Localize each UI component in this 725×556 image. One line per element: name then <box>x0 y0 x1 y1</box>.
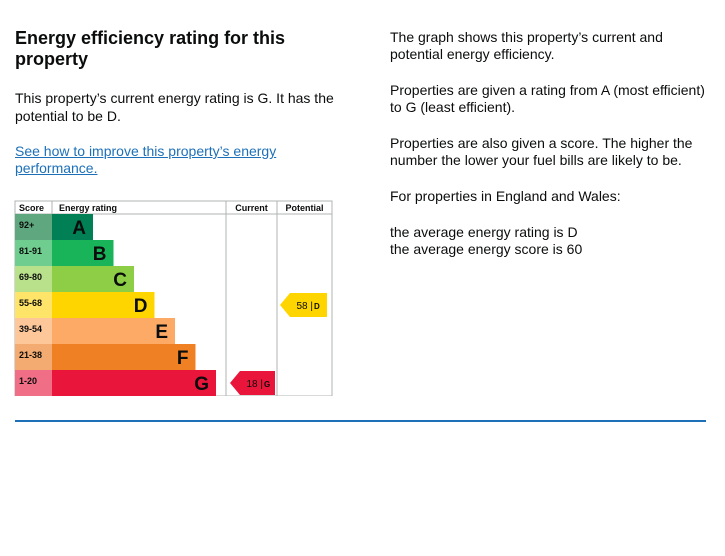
rating-summary-text: This property’s current energy rating is… <box>15 90 334 124</box>
chart-bands: 92+ A 81-91 B 69-80 C 55-68 D 39-54 E 21-38 F 1-20 G <box>15 214 216 396</box>
potential-band-letter: D <box>314 302 320 311</box>
average-values: the average energy rating is D the avera… <box>390 224 715 258</box>
rating-letter-a: A <box>72 218 86 239</box>
potential-rating-marker: 58 | D <box>280 293 327 317</box>
score-range-e: 39-54 <box>19 324 42 334</box>
potential-arrow <box>280 293 327 317</box>
rating-letter-d: D <box>134 296 148 317</box>
page-title: Energy efficiency rating for this proper… <box>15 28 286 69</box>
chart-header-row: Score Energy rating Current Potential <box>19 203 324 213</box>
explanation-ratings: Properties are given a rating from A (mo… <box>390 82 705 115</box>
rating-letter-f: F <box>177 348 189 369</box>
rating-letter-g: G <box>194 374 209 395</box>
rating-bar-f <box>52 344 196 370</box>
score-cell-c <box>15 266 52 292</box>
average-score-text: the average energy score is 60 <box>390 241 583 257</box>
rating-bar-a <box>52 214 93 240</box>
header-current: Current <box>235 203 268 213</box>
score-range-b: 81-91 <box>19 246 42 256</box>
score-cell-f <box>15 344 52 370</box>
header-energy-rating: Energy rating <box>59 203 117 213</box>
score-cell-a <box>15 214 52 240</box>
current-band-letter: G <box>264 380 270 389</box>
score-cell-e <box>15 318 52 344</box>
header-potential: Potential <box>285 203 323 213</box>
score-range-c: 69-80 <box>19 272 42 282</box>
rating-bar-c <box>52 266 134 292</box>
score-range-f: 21-38 <box>19 350 42 360</box>
score-range-a: 92+ <box>19 220 34 230</box>
rating-letter-b: B <box>93 244 107 265</box>
rating-bar-g <box>52 370 216 396</box>
average-rating-text: the average energy rating is D <box>390 224 578 240</box>
rating-bar-b <box>52 240 114 266</box>
rating-letter-e: E <box>155 322 168 343</box>
score-cell-d <box>15 292 52 318</box>
header-score: Score <box>19 203 44 213</box>
explanation-region: For properties in England and Wales: <box>390 188 621 204</box>
explanation-section: The graph shows this property’s current … <box>390 29 715 258</box>
current-score-label: 18 | <box>247 379 264 390</box>
energy-rating-chart: 92+ A81-91 B69-80 C55-68 D39-54 E21-38 F1-20 G … <box>14 200 333 396</box>
current-arrow <box>230 371 275 395</box>
score-range-d: 55-68 <box>19 298 42 308</box>
rating-bar-e <box>52 318 175 344</box>
rating-summary-section: Energy efficiency rating for this proper… <box>15 28 345 177</box>
section-divider <box>15 420 706 422</box>
rating-bar-d <box>52 292 155 318</box>
explanation-graph: The graph shows this property’s current … <box>390 29 663 62</box>
score-cell-b <box>15 240 52 266</box>
score-cell-g <box>15 370 52 396</box>
explanation-score: Properties are also given a score. The h… <box>390 135 693 168</box>
potential-score-label: 58 | <box>297 301 314 312</box>
score-range-g: 1-20 <box>19 376 37 386</box>
rating-letter-c: C <box>113 270 127 291</box>
improve-performance-link[interactable]: See how to improve this property’s energ… <box>15 143 277 176</box>
current-rating-marker: 18 | G <box>230 371 275 395</box>
